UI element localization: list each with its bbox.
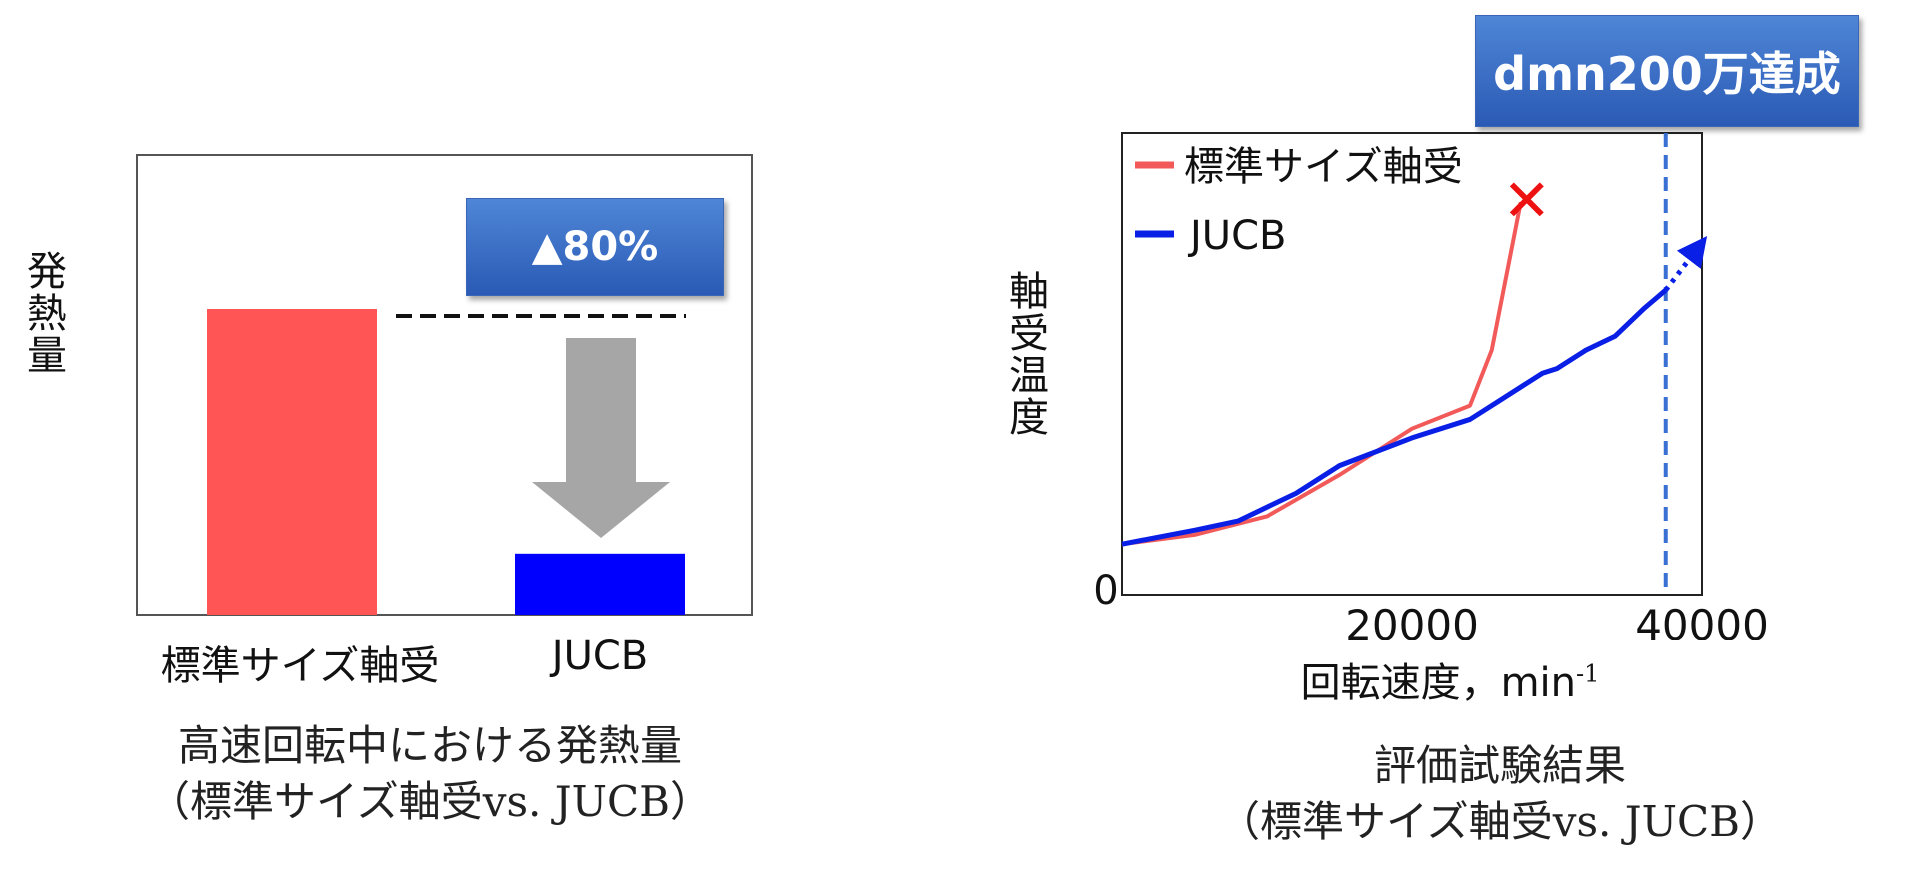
heat-chart: 発熱量 ▲80% 標準サイズ軸受 JUCB 高速回転中における発熱量 （標準サイ… [0,0,800,887]
failure-x-marker: ✕ [1502,166,1551,234]
projection-arrow [1663,235,1708,292]
target-callout: dmn200万達成 [1475,15,1859,127]
reduction-arrow [532,338,670,538]
legend-label-standard: 標準サイズ軸受 [1184,144,1463,190]
reduction-callout: ▲80% [466,198,724,296]
temp-caption-line1: 評価試験結果 [1373,741,1626,790]
heat-chart-caption: 高速回転中における発熱量 （標準サイズ軸受vs. JUCB） [80,718,780,830]
bar-category-label-1: JUCB [551,633,649,679]
series-line-0 [1121,201,1523,547]
x-tick-label-40000: 40000 [1635,601,1769,640]
heat-chart-ylabel: 発熱量 [20,250,66,376]
heat-caption-line2: （標準サイズ軸受vs. JUCB） [148,777,712,826]
heat-chart-plot [136,154,753,616]
bar-0 [207,309,377,615]
temp-caption-line2: （標準サイズ軸受vs. JUCB） [1218,797,1782,846]
xlabel-text: 回転速度，min [1300,660,1577,706]
plot-frame [136,154,753,616]
plot-frame [1121,132,1703,596]
legend: 標準サイズ軸受 JUCB [1135,144,1463,259]
bar-category-label-0: 標準サイズ軸受 [160,643,440,689]
heat-caption-line1: 高速回転中における発熱量 [177,721,682,770]
temp-chart-plot: ✕ 0 20000 40000 標準サイズ軸受 JUCB [1093,132,1769,640]
xlabel-superscript: -1 [1576,659,1600,688]
temp-chart-ylabel: 軸受温度 [1002,270,1048,438]
series-line-1 [1121,288,1668,547]
bar-1 [515,553,685,615]
temp-chart-caption: 評価試験結果 （標準サイズ軸受vs. JUCB） [1150,738,1850,850]
x-tick-label-20000: 20000 [1345,601,1479,640]
y-tick-origin: 0 [1093,568,1118,614]
temperature-chart: 軸受温度 ✕ 0 20000 40000 標準サイズ軸受 JUCB 回転速度，m… [960,0,1920,887]
xlabel: 回転速度，min-1 [1250,650,1650,708]
legend-label-jucb: JUCB [1187,213,1286,259]
